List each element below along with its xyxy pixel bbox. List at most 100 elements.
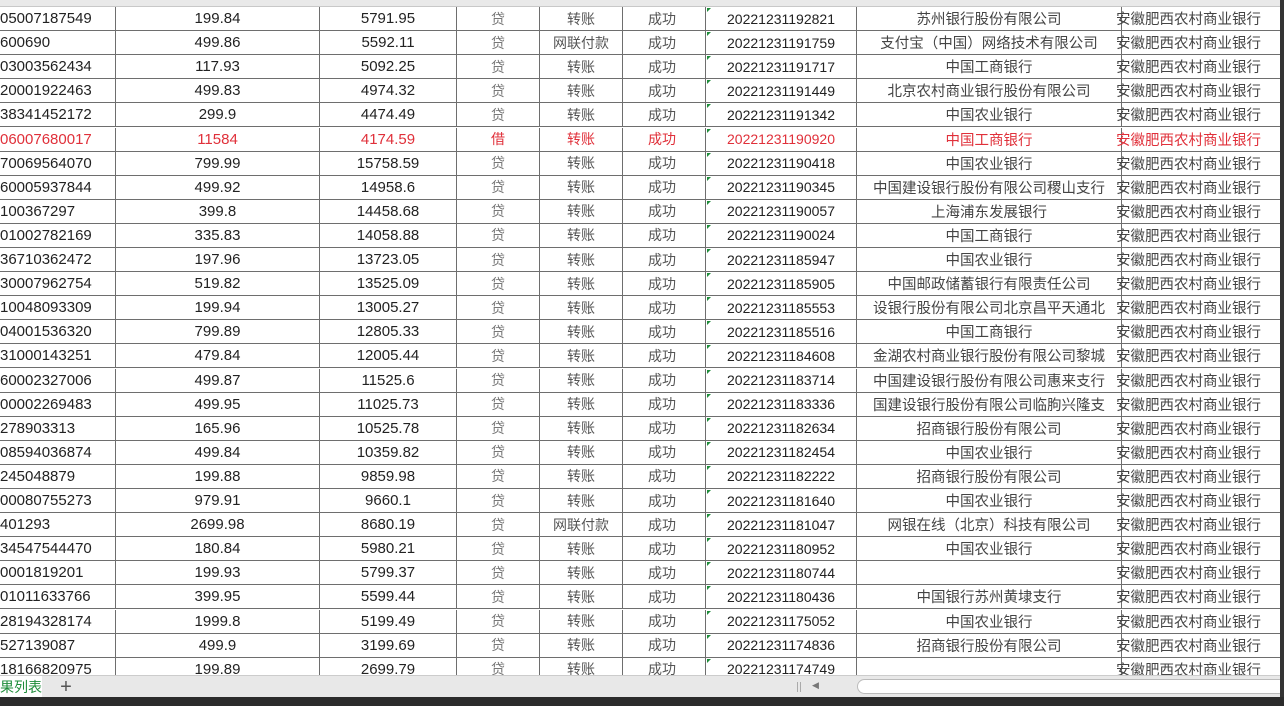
balance-cell[interactable]: 9859.98 [320,464,457,488]
counterparty-bank-cell[interactable]: 招商银行股份有限公司 [857,416,1122,440]
status-cell[interactable]: 成功 [623,633,706,657]
amount-cell[interactable]: 199.88 [116,464,320,488]
type-cell[interactable]: 网联付款 [540,513,623,537]
balance-cell[interactable]: 9660.1 [320,489,457,513]
type-cell[interactable]: 转账 [540,657,623,681]
amount-cell[interactable]: 499.92 [116,175,320,199]
status-cell[interactable]: 成功 [623,657,706,681]
status-cell[interactable]: 成功 [623,103,706,127]
type-cell[interactable]: 转账 [540,272,623,296]
bank-cell[interactable]: 安徽肥西农村商业银行 [1116,537,1278,560]
account-cell[interactable]: 20001922463 [0,79,116,103]
bank-cell[interactable]: 安徽肥西农村商业银行 [1116,585,1278,608]
counterparty-bank-cell[interactable]: 中国建设银行股份有限公司惠来支行 [857,368,1122,392]
amount-cell[interactable]: 335.83 [116,223,320,247]
amount-cell[interactable]: 399.95 [116,585,320,609]
type-cell[interactable]: 转账 [540,175,623,199]
account-cell[interactable]: 05007187549 [0,7,116,31]
time-cell[interactable]: 20221231181047 [706,513,857,537]
account-cell[interactable]: 401293 [0,513,116,537]
status-cell[interactable]: 成功 [623,7,706,31]
direction-cell[interactable]: 贷 [457,464,540,488]
balance-cell[interactable]: 3199.69 [320,633,457,657]
balance-cell[interactable]: 5980.21 [320,537,457,561]
account-cell[interactable]: 36710362472 [0,248,116,272]
status-cell[interactable]: 成功 [623,464,706,488]
bank-cell[interactable]: 安徽肥西农村商业银行 [1116,465,1278,488]
type-cell[interactable]: 转账 [540,103,623,127]
balance-cell[interactable]: 5599.44 [320,585,457,609]
direction-cell[interactable]: 贷 [457,368,540,392]
direction-cell[interactable]: 借 [457,127,540,151]
direction-cell[interactable]: 贷 [457,633,540,657]
account-cell[interactable]: 01002782169 [0,223,116,247]
account-cell[interactable]: 100367297 [0,199,116,223]
type-cell[interactable]: 转账 [540,55,623,79]
counterparty-bank-cell[interactable]: 中国建设银行股份有限公司稷山支行 [857,175,1122,199]
balance-cell[interactable]: 5791.95 [320,7,457,31]
bank-cell[interactable]: 安徽肥西农村商业银行 [1116,441,1278,464]
time-cell[interactable]: 20221231191717 [706,55,857,79]
amount-cell[interactable]: 199.89 [116,657,320,681]
time-cell[interactable]: 20221231185947 [706,248,857,272]
type-cell[interactable]: 转账 [540,223,623,247]
time-cell[interactable]: 20221231190418 [706,151,857,175]
time-cell[interactable]: 20221231185905 [706,272,857,296]
counterparty-bank-cell[interactable]: 中国邮政储蓄银行有限责任公司 [857,272,1122,296]
counterparty-bank-cell[interactable]: 中国工商银行 [857,223,1122,247]
account-cell[interactable]: 18166820975 [0,657,116,681]
direction-cell[interactable]: 贷 [457,489,540,513]
bank-cell[interactable]: 安徽肥西农村商业银行 [1116,248,1278,271]
time-cell[interactable]: 20221231192821 [706,7,857,31]
account-cell[interactable]: 00002269483 [0,392,116,416]
counterparty-bank-cell[interactable]: 中国工商银行 [857,320,1122,344]
type-cell[interactable]: 转账 [540,609,623,633]
account-cell[interactable]: 70069564070 [0,151,116,175]
scroll-left-arrow-icon[interactable]: ◀ [812,680,819,690]
direction-cell[interactable]: 贷 [457,55,540,79]
balance-cell[interactable]: 5799.37 [320,561,457,585]
balance-cell[interactable]: 14458.68 [320,199,457,223]
status-cell[interactable]: 成功 [623,31,706,55]
amount-cell[interactable]: 499.86 [116,31,320,55]
direction-cell[interactable]: 贷 [457,223,540,247]
type-cell[interactable]: 转账 [540,296,623,320]
time-cell[interactable]: 20221231184608 [706,344,857,368]
balance-cell[interactable]: 13005.27 [320,296,457,320]
direction-cell[interactable]: 贷 [457,296,540,320]
counterparty-bank-cell[interactable]: 北京农村商业银行股份有限公司 [857,79,1122,103]
account-cell[interactable]: 06007680017 [0,127,116,151]
horizontal-scrollbar[interactable] [857,679,1284,694]
status-cell[interactable]: 成功 [623,151,706,175]
account-cell[interactable]: 30007962754 [0,272,116,296]
balance-cell[interactable]: 4474.49 [320,103,457,127]
balance-cell[interactable]: 11025.73 [320,392,457,416]
status-cell[interactable]: 成功 [623,79,706,103]
direction-cell[interactable]: 贷 [457,7,540,31]
balance-cell[interactable]: 10525.78 [320,416,457,440]
direction-cell[interactable]: 贷 [457,344,540,368]
counterparty-bank-cell[interactable] [857,561,1122,585]
bank-cell[interactable]: 安徽肥西农村商业银行 [1116,103,1278,126]
counterparty-bank-cell[interactable]: 中国工商银行 [857,127,1122,151]
balance-cell[interactable]: 8680.19 [320,513,457,537]
type-cell[interactable]: 转账 [540,199,623,223]
direction-cell[interactable]: 贷 [457,537,540,561]
bank-cell[interactable]: 安徽肥西农村商业银行 [1116,79,1278,102]
counterparty-bank-cell[interactable]: 中国农业银行 [857,248,1122,272]
direction-cell[interactable]: 贷 [457,103,540,127]
status-cell[interactable]: 成功 [623,513,706,537]
status-cell[interactable]: 成功 [623,440,706,464]
type-cell[interactable]: 转账 [540,392,623,416]
status-cell[interactable]: 成功 [623,537,706,561]
type-cell[interactable]: 转账 [540,368,623,392]
bank-cell[interactable]: 安徽肥西农村商业银行 [1116,634,1278,657]
balance-cell[interactable]: 5592.11 [320,31,457,55]
direction-cell[interactable]: 贷 [457,79,540,103]
direction-cell[interactable]: 贷 [457,440,540,464]
bank-cell[interactable]: 安徽肥西农村商业银行 [1116,31,1278,54]
counterparty-bank-cell[interactable]: 支付宝（中国）网络技术有限公司 [857,31,1122,55]
counterparty-bank-cell[interactable]: 中国农业银行 [857,151,1122,175]
balance-cell[interactable]: 14958.6 [320,175,457,199]
counterparty-bank-cell[interactable]: 金湖农村商业银行股份有限公司黎城 [857,344,1122,368]
